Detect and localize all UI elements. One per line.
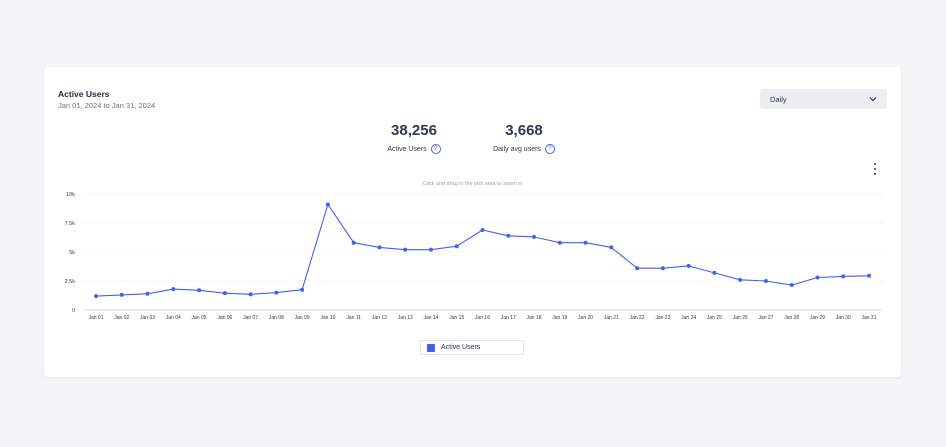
help-icon[interactable]: ? [544, 144, 555, 154]
data-point [480, 227, 485, 232]
x-tick-label: Jan 13 [398, 315, 413, 321]
x-tick-label: Jan 02 [114, 315, 129, 321]
x-tick-label: Jan 17 [501, 315, 516, 321]
data-point [300, 287, 305, 292]
active-users-card: Active Users Jan 01, 2024 to Jan 31, 202… [44, 67, 901, 377]
data-point [609, 245, 614, 250]
stat-active-users: 38,256 Active Users ? [354, 122, 474, 154]
data-point [506, 233, 511, 238]
zoom-hint: Click and drag in the plot area to zoom … [422, 181, 523, 187]
stat-daily-avg: 3,668 Daily avg users ? [464, 122, 584, 154]
x-tick-label: Jan 26 [733, 315, 748, 321]
x-tick-label: Jan 11 [346, 315, 361, 321]
x-tick-label: Jan 22 [630, 315, 645, 321]
y-tick-label: 10k [66, 192, 75, 198]
legend-label: Active Users [441, 344, 481, 351]
stat-active-users-label: Active Users [387, 145, 427, 153]
data-point [403, 247, 408, 252]
data-point [635, 266, 640, 271]
period-select-value: Daily [770, 94, 787, 104]
chevron-down-icon [869, 97, 877, 102]
data-point [222, 291, 227, 296]
line-chart[interactable]: 0 2.5k 5k 7.5k 10k Jan 01 Jan 02 Jan 03 Jan 04 Ja… [44, 67, 901, 337]
data-point [583, 240, 588, 245]
x-tick-label: Jan 05 [192, 315, 207, 321]
data-point [815, 275, 820, 280]
stat-daily-avg-value: 3,668 [505, 122, 543, 139]
x-tick-label: Jan 23 [655, 315, 670, 321]
data-point [867, 273, 871, 278]
data-point [841, 274, 846, 279]
y-tick-label: 5k [69, 250, 75, 256]
y-tick-label: 0 [72, 308, 75, 314]
data-point [274, 290, 279, 295]
card-title: Active Users [58, 89, 110, 99]
data-point [686, 263, 691, 268]
y-tick-label: 7.5k [65, 221, 76, 227]
date-range: Jan 01, 2024 to Jan 31, 2024 [58, 101, 156, 110]
help-icon[interactable]: ? [430, 144, 441, 154]
series-line [95, 203, 870, 297]
data-point [454, 244, 459, 249]
x-tick-label: Jan 08 [269, 315, 284, 321]
x-tick-label: Jan 18 [527, 315, 542, 321]
x-tick-label: Jan 16 [475, 315, 490, 321]
data-point [660, 266, 665, 271]
data-point [145, 291, 150, 296]
period-select[interactable]: Daily [760, 89, 887, 109]
x-tick-label: Jan 27 [758, 315, 773, 321]
x-tick-label: Jan 25 [707, 315, 722, 321]
data-point [428, 247, 433, 252]
x-tick-label: Jan 20 [578, 315, 593, 321]
x-tick-label: Jan 15 [449, 315, 464, 321]
x-tick-label: Jan 19 [552, 315, 567, 321]
data-point [789, 283, 794, 288]
x-tick-label: Jan 24 [681, 315, 696, 321]
data-point [712, 270, 717, 275]
data-point [248, 292, 253, 297]
data-point [738, 277, 743, 282]
x-tick-label: Jan 10 [320, 315, 335, 321]
data-point [171, 287, 176, 292]
legend-item-active-users[interactable]: Active Users [420, 340, 524, 355]
data-point [532, 234, 537, 239]
x-tick-label: Jan 01 [88, 315, 103, 321]
more-options-icon[interactable] [870, 163, 880, 175]
x-tick-label: Jan 21 [604, 315, 619, 321]
stat-daily-avg-label: Daily avg users [493, 145, 541, 153]
data-point [763, 279, 768, 283]
x-tick-label: Jan 03 [140, 315, 155, 321]
x-tick-label: Jan 04 [166, 315, 181, 321]
x-tick-label: Jan 07 [243, 315, 258, 321]
data-point [351, 240, 356, 245]
x-tick-label: Jan 09 [295, 315, 310, 321]
y-tick-label: 2.5k [65, 279, 76, 285]
x-tick-label: Jan 06 [217, 315, 232, 321]
x-tick-label: Jan 30 [836, 315, 851, 321]
data-point [377, 245, 382, 250]
data-point [119, 292, 124, 297]
x-tick-label: Jan 14 [423, 315, 438, 321]
x-tick-label: Jan 29 [810, 315, 825, 321]
x-tick-label: Jan 28 [784, 315, 799, 321]
x-tick-label: Jan 12 [372, 315, 387, 321]
data-point [557, 240, 562, 245]
stat-active-users-value: 38,256 [391, 122, 437, 139]
legend-swatch [427, 343, 435, 352]
data-point [197, 288, 202, 293]
x-tick-label: Jan 31 [861, 315, 876, 321]
data-point [94, 294, 98, 299]
data-point [325, 202, 330, 207]
